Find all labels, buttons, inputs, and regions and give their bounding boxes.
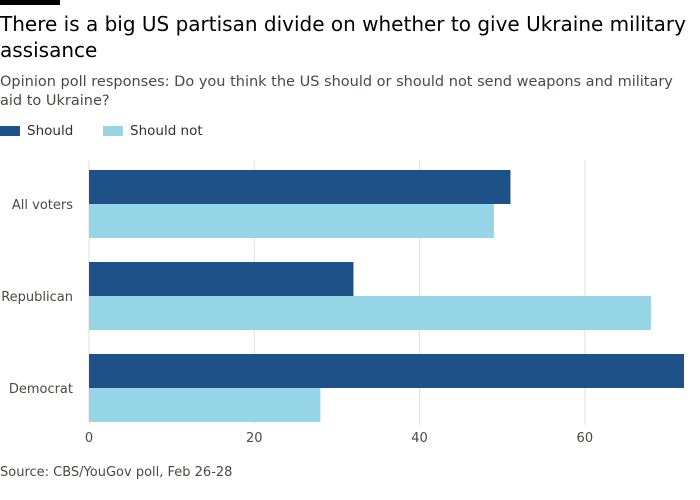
x-tick-label: 0 <box>85 431 93 446</box>
legend-swatch-should <box>0 126 20 136</box>
bar-should-democrat <box>89 354 684 388</box>
category-label: All voters <box>12 198 73 213</box>
bars <box>89 170 684 422</box>
bar-should-republican <box>89 262 354 296</box>
bar-should-not-democrat <box>89 388 321 422</box>
legend-swatch-should-not <box>103 126 123 136</box>
bar-should-all-voters <box>89 170 511 204</box>
category-label: Democrat <box>9 382 73 397</box>
x-tick-label: 60 <box>577 431 594 446</box>
legend-label-should: Should <box>27 123 74 139</box>
brand-top-bar <box>0 0 60 5</box>
chart-subtitle: Opinion poll responses: Do you think the… <box>0 74 673 109</box>
legend-label-should-not: Should not <box>130 123 203 139</box>
x-tick-label: 20 <box>246 431 263 446</box>
x-tick-label: 40 <box>411 431 428 446</box>
category-label: Republican <box>1 290 73 305</box>
category-labels: All voters Republican Democrat <box>1 198 73 397</box>
bar-should-not-all-voters <box>89 204 494 238</box>
x-axis-tick-labels: 0 20 40 60 <box>85 431 593 446</box>
chart-title: There is a big US partisan divide on whe… <box>0 12 686 62</box>
bar-should-not-republican <box>89 296 651 330</box>
source-note: Source: CBS/YouGov poll, Feb 26-28 <box>0 465 233 480</box>
